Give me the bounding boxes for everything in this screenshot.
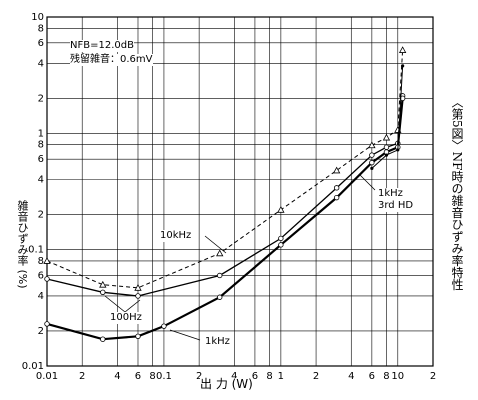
y-tick-label: 6	[38, 154, 44, 165]
series-line	[46, 50, 404, 289]
marker	[278, 235, 284, 242]
x-tick-label: 0.01	[36, 371, 58, 382]
y-tick-label: 8	[38, 23, 44, 34]
pointer-lines	[104, 174, 376, 341]
marker	[383, 144, 390, 150]
marker	[384, 153, 389, 157]
x-tick-label: 6	[369, 371, 375, 382]
series-line	[46, 98, 404, 341]
series-label: 1kHz	[205, 336, 230, 348]
marker	[370, 166, 374, 170]
x-tick-label: 6	[252, 371, 258, 382]
marker	[401, 64, 405, 68]
marker	[369, 159, 375, 166]
x-axis-label: 出 力 (W)	[200, 377, 253, 391]
marker	[333, 185, 340, 191]
y-tick-label: 10	[31, 12, 44, 23]
marker	[100, 336, 106, 342]
marker	[44, 321, 50, 327]
annotation: NFB=12.0dB	[70, 40, 134, 52]
x-tick-label: 6	[135, 371, 141, 382]
y-axis-label: 雑音ひずみ率 (%)	[16, 200, 29, 289]
y-tick-label: 4	[38, 58, 44, 69]
y-tick-label: 1	[38, 128, 44, 139]
series-label: 100Hz	[110, 312, 142, 324]
marker	[369, 152, 375, 158]
y-tick-label: 2	[38, 326, 44, 337]
marker	[332, 166, 341, 174]
x-tick-label: 2	[313, 371, 319, 382]
series-label: 10kHz	[160, 230, 192, 242]
x-tick-label: 2	[196, 371, 202, 382]
x-tick-label: 10	[391, 371, 404, 382]
series-line	[46, 95, 404, 297]
marker	[44, 276, 50, 282]
marker	[135, 293, 141, 299]
marker	[43, 257, 51, 264]
marker	[134, 283, 142, 291]
caption: 〈第5図〉NF時の雑音ひずみ率特性	[450, 96, 464, 291]
x-tick-label: 8	[149, 371, 155, 382]
marker	[161, 323, 167, 329]
x-tick-label: 0.1	[156, 371, 172, 382]
marker	[217, 294, 223, 300]
plot-frame	[46, 16, 434, 367]
y-tick-label: 8	[38, 140, 44, 151]
marker	[135, 333, 141, 340]
marker	[217, 272, 223, 279]
marker	[100, 289, 106, 296]
y-tick-label: 8	[38, 256, 44, 267]
marker	[368, 141, 376, 149]
marker	[216, 249, 224, 257]
y-tick-label: 2	[38, 93, 44, 104]
marker	[277, 205, 285, 213]
y-tick-label: 4	[38, 291, 44, 302]
marker	[398, 46, 407, 53]
marker	[99, 280, 107, 288]
series-line	[371, 65, 404, 169]
y-tick-label: 4	[38, 175, 44, 186]
x-tick-label: 8	[266, 371, 272, 382]
x-tick-label: 2	[430, 371, 436, 382]
y-tick-label: 6	[38, 270, 44, 281]
marker	[382, 133, 391, 141]
y-tick-label: 6	[38, 38, 44, 49]
annotation: 残留雑音：0.6mV	[70, 54, 153, 66]
y-tick-label: 0.1	[28, 245, 44, 256]
y-tick-label: 0.01	[22, 361, 44, 372]
x-tick-label: 4	[348, 371, 354, 382]
marker	[396, 148, 400, 152]
y-tick-label: 2	[38, 210, 44, 221]
marker	[333, 194, 340, 201]
x-tick-label: 1	[278, 371, 284, 382]
x-tick-label: 4	[114, 371, 120, 382]
x-tick-label: 2	[79, 371, 85, 382]
x-tick-label: 8	[383, 371, 389, 382]
series-label: 1kHz 3rd HD	[378, 188, 422, 212]
marker	[278, 242, 284, 248]
x-tick-label: 4	[231, 371, 237, 382]
